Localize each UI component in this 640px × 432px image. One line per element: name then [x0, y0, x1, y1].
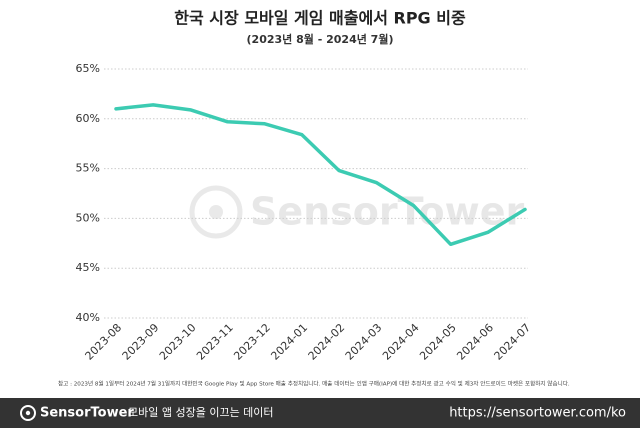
y-tick-label: 40% [76, 311, 100, 324]
watermark-group: SensorTower [189, 185, 525, 239]
chart-title: 한국 시장 모바일 게임 매출에서 RPG 비중 [174, 9, 466, 28]
footer-url: https://sensortower.com/ko [449, 406, 626, 421]
data-line [114, 103, 527, 247]
y-tick-label: 50% [76, 211, 100, 224]
chart-subtitle: (2023년 8월 - 2024년 7월) [247, 32, 394, 46]
watermark-logo [189, 185, 243, 239]
y-tick-label: 65% [76, 62, 100, 75]
watermark-logo-dot [209, 205, 223, 219]
footer-bar [0, 398, 640, 428]
y-tick-label: 60% [76, 112, 100, 125]
y-tick-label: 55% [76, 162, 100, 175]
footer-tagline: 모바일 앱 성장을 이끄는 데이터 [128, 405, 274, 419]
footnote: 참고 : 2023년 8월 1일부터 2024년 7월 31일까지 대한민국 G… [58, 380, 570, 388]
footer-brand: SensorTower [40, 406, 134, 421]
footer-logo-dot [25, 410, 31, 416]
watermark: SensorTower [250, 190, 525, 234]
footer-logo [20, 405, 36, 421]
y-tick-label: 45% [76, 261, 100, 274]
